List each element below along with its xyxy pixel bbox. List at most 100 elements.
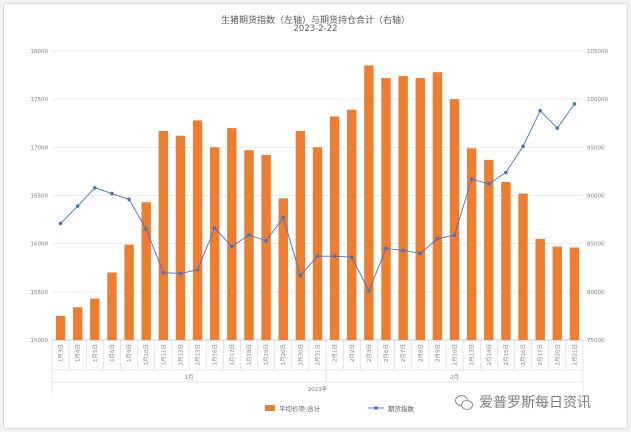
futures-index-point <box>572 102 577 106</box>
bar <box>72 307 83 340</box>
bar <box>295 130 306 340</box>
bar <box>381 77 391 341</box>
legend-label-line: 期货指数 <box>388 404 415 413</box>
month-label: 1月 <box>185 374 194 381</box>
bar <box>175 135 186 340</box>
category-label: 1月19日 <box>263 344 270 366</box>
category-label: 2月14日 <box>486 344 493 366</box>
year-label: 2023年 <box>308 385 328 393</box>
category-label: 1月11日 <box>160 344 167 366</box>
futures-index-point <box>93 185 97 190</box>
category-label: 2月9日 <box>434 344 441 362</box>
futures-index-point <box>401 248 405 253</box>
left-axis-tick: 16500 <box>31 194 49 200</box>
bar <box>55 315 66 340</box>
bar <box>347 109 357 340</box>
legend-swatch-point <box>374 406 378 410</box>
bar <box>466 148 477 340</box>
category-label: 1月9日 <box>126 344 133 362</box>
right-axis-tick: 100000 <box>587 97 608 103</box>
futures-index-point <box>281 215 286 220</box>
futures-index-point <box>367 289 371 293</box>
bar <box>535 238 545 340</box>
bar <box>501 182 511 340</box>
bar <box>398 76 408 341</box>
left-axis-tick: 15000 <box>31 338 49 344</box>
category-label: 2月21日 <box>571 344 578 366</box>
futures-index-point <box>384 246 388 251</box>
futures-index-point <box>332 254 337 258</box>
category-label: 1月6日 <box>109 344 116 362</box>
futures-index-point <box>452 233 457 237</box>
left-axis-tick: 15500 <box>31 290 49 296</box>
right-axis-tick: 75000 <box>587 338 605 344</box>
bar <box>415 77 425 341</box>
futures-index-point <box>58 221 63 226</box>
chart-title: 生猪期货指数（左轴）与期货持仓合计（右轴） <box>220 16 410 26</box>
futures-index-point <box>212 226 217 231</box>
futures-index-point <box>435 237 440 241</box>
bar <box>312 147 323 340</box>
category-label: 1月13日 <box>195 344 202 366</box>
category-label: 1月20日 <box>280 344 287 366</box>
futures-index-point <box>127 197 131 202</box>
legend-swatch-bar <box>265 405 275 411</box>
futures-index-point <box>110 191 114 196</box>
left-axis-tick: 18000 <box>31 49 49 55</box>
bar <box>141 202 151 340</box>
futures-index-point <box>264 238 268 243</box>
futures-index-point <box>521 144 525 149</box>
category-label: 1月18日 <box>246 344 253 366</box>
bar <box>261 155 271 340</box>
category-label: 1月30日 <box>297 344 304 366</box>
category-label: 2月3日 <box>366 344 373 362</box>
bar <box>569 247 580 340</box>
futures-index-point <box>144 227 149 232</box>
left-axis-tick: 16000 <box>31 242 49 248</box>
category-label: 2月10日 <box>452 344 459 366</box>
category-label: 2月16日 <box>520 344 527 366</box>
chart-subtitle: 2023-2-22 <box>293 24 338 34</box>
bar <box>158 130 169 340</box>
month-label: 2月 <box>450 374 459 381</box>
futures-index-point <box>161 270 166 275</box>
futures-index-point <box>230 244 234 249</box>
category-label: 1月31日 <box>315 344 322 366</box>
bar <box>192 120 203 340</box>
futures-index-point <box>486 182 491 186</box>
watermark-text: 爱普罗斯每日资讯 <box>479 395 591 411</box>
category-label: 2月1日 <box>332 344 339 362</box>
bar <box>124 244 134 340</box>
futures-index-point <box>418 251 423 256</box>
category-label: 1月3日 <box>58 344 65 362</box>
bar <box>329 116 340 340</box>
bar <box>244 150 254 340</box>
futures-index-point <box>469 177 474 181</box>
right-axis-tick: 90000 <box>587 194 605 200</box>
futures-index-point <box>504 170 508 175</box>
bar <box>107 272 117 340</box>
category-label: 1月17日 <box>229 344 236 366</box>
category-label: 2月8日 <box>417 344 424 362</box>
right-axis-tick: 105000 <box>587 49 608 55</box>
futures-index-point <box>349 255 354 259</box>
category-label: 1月10日 <box>143 344 150 366</box>
bar <box>518 193 528 340</box>
legend-label-bar: 平均价项:合计 <box>279 404 321 413</box>
category-label: 1月16日 <box>212 344 219 366</box>
category-label: 2月15日 <box>503 344 510 366</box>
bar <box>278 198 288 340</box>
futures-index-point <box>538 108 542 113</box>
category-label: 1月4日 <box>75 344 82 362</box>
bar <box>552 246 563 340</box>
bar <box>484 159 494 340</box>
bar <box>90 298 100 340</box>
category-label: 2月7日 <box>400 344 407 362</box>
futures-index-point <box>247 233 251 237</box>
category-label: 1月12日 <box>177 344 184 366</box>
bar <box>364 65 374 340</box>
left-axis-tick: 17500 <box>31 97 49 103</box>
category-label: 2月2日 <box>349 344 356 362</box>
futures-index-point <box>178 271 183 276</box>
